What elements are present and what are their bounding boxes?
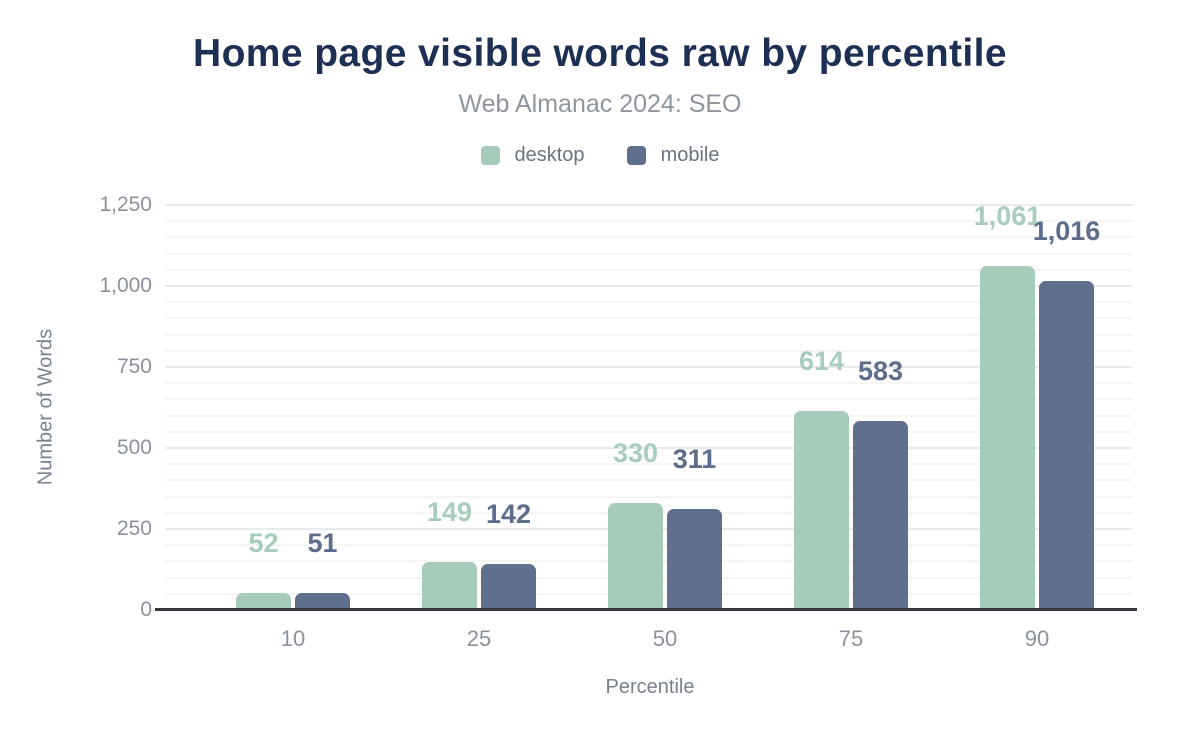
bar-value-label-desktop-p10: 52 [248,528,279,559]
y-tick-label: 250 [116,517,152,540]
desktop-legend-swatch [480,146,500,165]
x-tick-label: 25 [466,626,492,651]
gridline-major [165,447,1133,449]
bar-group-75: 614 583 75 [758,205,944,651]
bar-mobile-p90[interactable]: 1,016 [1033,217,1100,610]
bar-desktop-p25[interactable]: 149 [422,498,477,610]
y-tick-label: 0 [140,598,152,621]
bar-value-label-desktop-p75: 614 [798,346,845,377]
chart-title: Home page visible words raw by percentil… [193,32,1007,75]
gridline-minor [165,382,1133,385]
bar-desktop-p90[interactable]: 1,061 [974,203,1041,610]
gridline-minor [165,414,1133,417]
mobile-legend-swatch [626,146,646,165]
y-tick-label: 500 [116,436,152,459]
bar-mobile-p50[interactable]: 311 [667,446,722,610]
bar-value-label-mobile-p75: 583 [857,356,904,387]
gridline-minor [165,301,1133,304]
bar-value-label-desktop-p50: 330 [612,438,659,469]
gridline-minor [165,317,1133,320]
x-tick-label: 10 [280,626,306,651]
x-axis-line [155,608,1137,611]
x-tick-label: 90 [1024,626,1050,651]
gridline-minor [165,463,1133,466]
y-tick-label: 750 [116,355,152,378]
bar-mobile-p10[interactable]: 51 [295,530,350,610]
gridline-minor [165,236,1133,239]
bar-desktop-p50[interactable]: 330 [608,440,663,610]
y-tick-label: 1,000 [99,274,152,297]
bar-group-50: 330 311 50 [572,205,758,651]
plot-area: 52 51 10 149 142 25 330 311 50 614 583 75 1,061 1,016… [155,203,1137,651]
legend: desktop mobile [0,144,1200,167]
bar-value-label-mobile-p50: 311 [672,444,717,475]
bar-value-label-mobile-p90: 1,016 [1032,215,1101,246]
legend-item-desktop[interactable]: desktop [480,144,585,167]
bar-desktop-p10[interactable]: 52 [236,530,291,610]
gridline-minor [165,479,1133,482]
gridline-minor [165,349,1133,352]
y-axis-ticks: 0 250 500 750 1,000 1,250 [40,193,152,621]
legend-item-mobile[interactable]: mobile [626,144,720,167]
bar-value-label-desktop-p90: 1,061 [973,201,1042,232]
bar-value-label-mobile-p10: 51 [307,528,338,559]
gridline-minor [165,398,1133,401]
legend-label: desktop [514,144,585,166]
bar-value-label-desktop-p25: 149 [426,496,473,527]
bar-value-label-mobile-p25: 142 [485,499,532,529]
legend-label: mobile [660,144,720,166]
bar-mobile-p75[interactable]: 583 [853,358,908,610]
chart-subtitle: Web Almanac 2024: SEO [458,90,742,118]
bars-row: 52 51 10 149 142 25 330 311 50 614 583 75 1,061 1,016… [200,203,1130,651]
gridline-major [165,204,1133,206]
y-tick-label: 1,250 [99,193,152,216]
bar-mobile-p25[interactable]: 142 [481,501,536,610]
gridline-minor [165,268,1133,271]
bar-group-25: 149 142 25 [386,205,572,651]
gridline-major [165,285,1133,287]
gridline-major [165,366,1133,368]
gridline-minor [165,220,1133,223]
x-tick-label: 75 [838,626,864,651]
gridline-minor [165,252,1133,255]
x-tick-label: 50 [652,626,678,651]
bar-group-90: 1,061 1,016 90 [944,203,1130,651]
gridline-minor [165,430,1133,433]
gridline-minor [165,495,1133,498]
gridline-minor [165,333,1133,336]
bar-desktop-p75[interactable]: 614 [794,348,849,610]
x-axis-title: Percentile [605,676,695,698]
bar-group-10: 52 51 10 [200,205,386,651]
